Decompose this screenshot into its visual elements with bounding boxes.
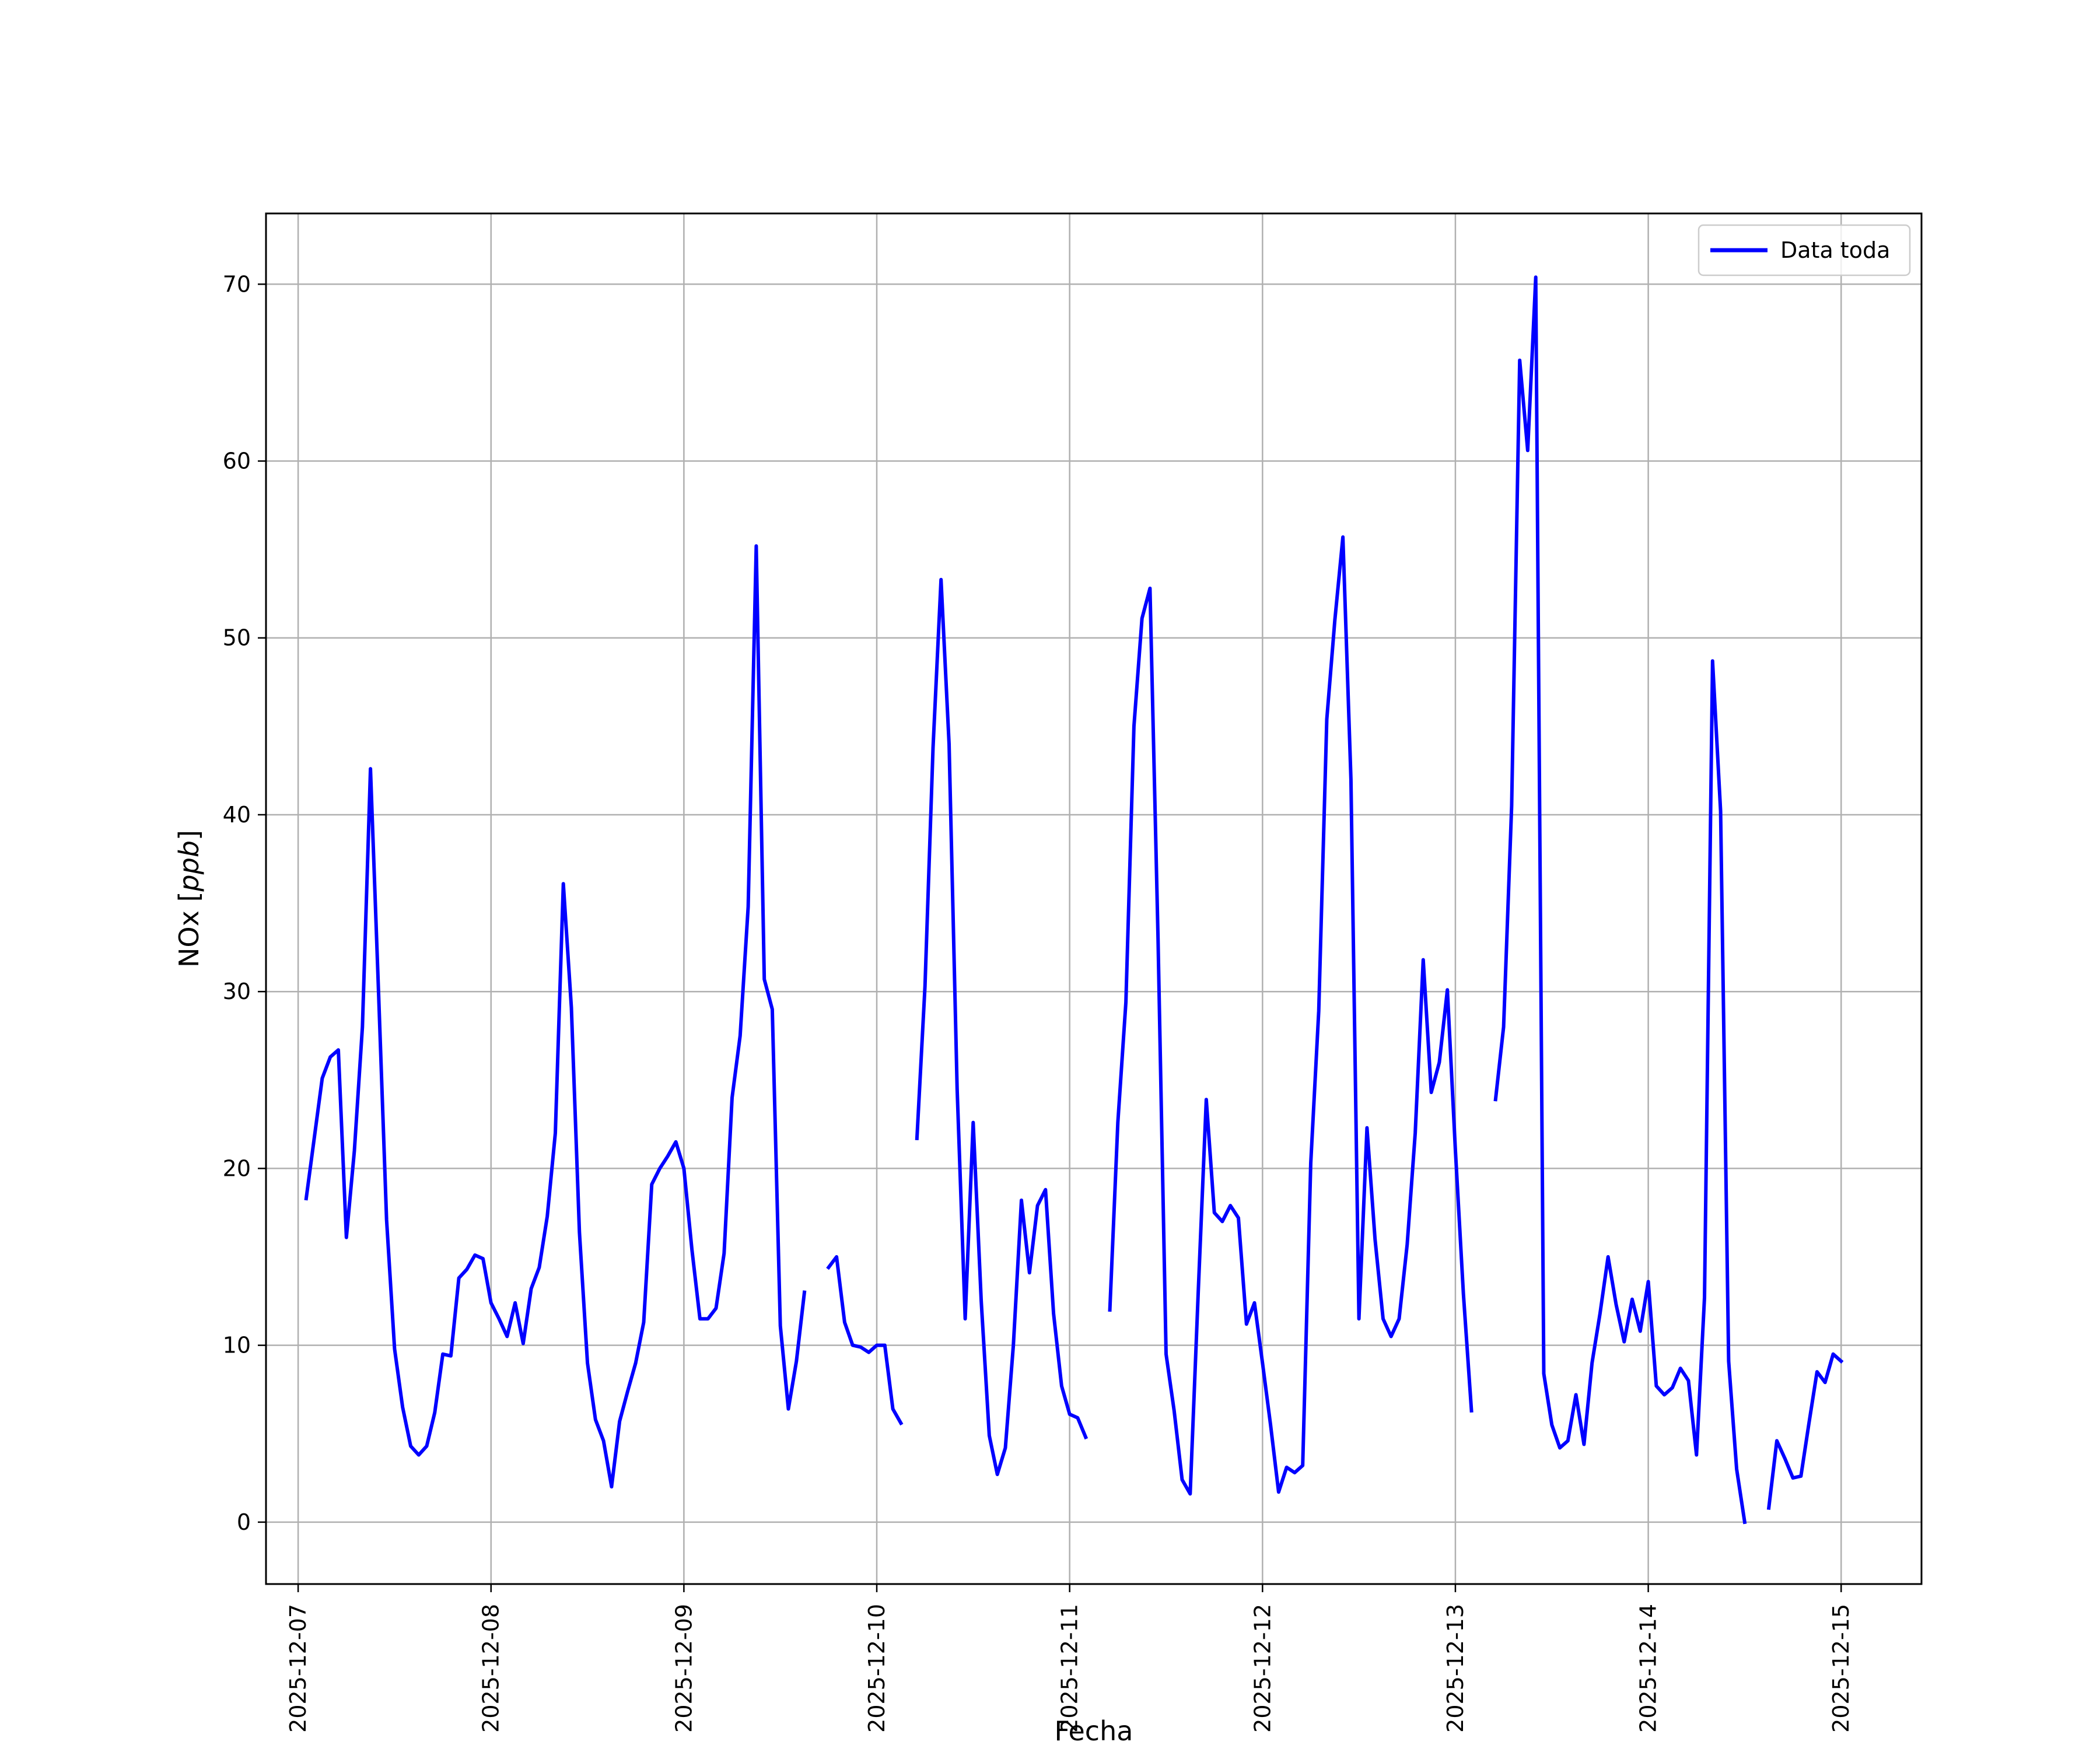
grid [266,213,1922,1584]
x-tick-label: 2025-12-08 [478,1604,504,1733]
legend: Data toda [1698,224,1911,276]
y-tick-label: 70 [223,271,251,297]
x-tick-label: 2025-12-13 [1443,1604,1468,1733]
x-tick-label: 2025-12-15 [1828,1604,1854,1733]
x-tick-label: 2025-12-10 [864,1604,890,1733]
series-line-segment [1493,275,1747,1525]
series-line-segment [1766,1352,1844,1510]
series-line-segment [304,544,807,1489]
y-axis: 0 10 20 30 40 50 60 70 [223,271,266,1535]
plot-frame [265,212,1923,1585]
x-axis: 2025-12-07 2025-12-08 2025-12-09 2025-12-10… [285,1584,1854,1733]
y-axis-title-unit: ppb [173,840,205,892]
y-axis-title-suffix: ] [173,830,205,840]
y-tick-label: 30 [223,979,251,1004]
series-line-segment [915,577,1088,1476]
x-tick-label: 2025-12-12 [1250,1604,1275,1733]
series-line-segment [826,1255,904,1426]
y-tick-label: 0 [237,1509,251,1535]
y-tick-label: 40 [223,802,251,828]
y-axis-title: NOx [ppb] [173,830,205,968]
y-tick-label: 20 [223,1155,251,1181]
data-series [304,275,1844,1525]
x-tick-label: 2025-12-09 [671,1604,696,1733]
y-tick-label: 50 [223,625,251,651]
legend-label: Data toda [1780,237,1890,263]
x-tick-label: 2025-12-14 [1636,1604,1661,1733]
series-line-segment [1108,535,1474,1496]
x-tick-label: 2025-12-07 [285,1604,311,1733]
x-axis-title: Fecha [1055,1715,1133,1747]
x-tick-label: 2025-12-11 [1057,1604,1083,1733]
y-tick-label: 10 [223,1333,251,1358]
y-tick-label: 60 [223,448,251,474]
y-axis-title-prefix: NOx [ [173,892,205,968]
legend-box [1698,224,1911,276]
